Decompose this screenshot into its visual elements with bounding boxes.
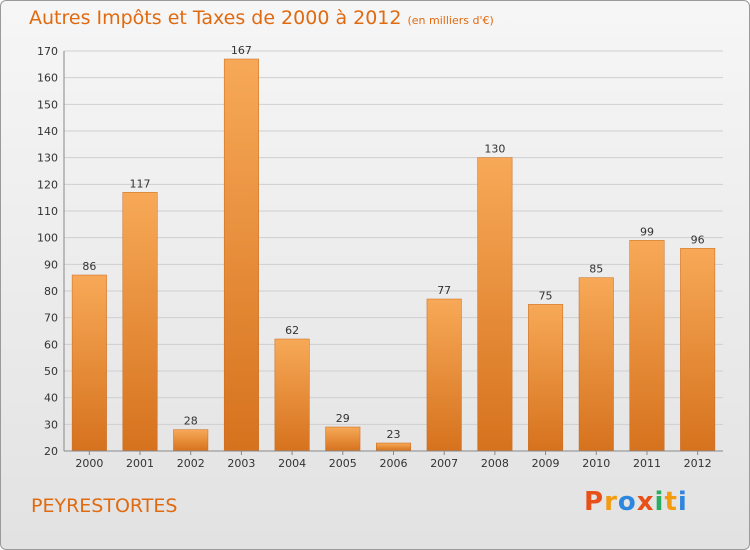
- bar: [173, 429, 209, 452]
- y-tick-label: 90: [44, 258, 58, 271]
- x-tick-label: 2007: [430, 457, 458, 470]
- bar-value-label: 85: [589, 263, 603, 276]
- bar-value-label: 28: [184, 415, 198, 428]
- x-tick-label: 2008: [481, 457, 509, 470]
- x-tick-label: 2006: [380, 457, 408, 470]
- x-tick-label: 2002: [177, 457, 205, 470]
- y-tick-label: 70: [44, 312, 58, 325]
- y-tick-label: 100: [37, 232, 58, 245]
- y-tick-label: 110: [37, 205, 58, 218]
- logo-letter: r: [604, 487, 618, 517]
- logo-letter: x: [636, 487, 655, 517]
- bar-value-label: 23: [387, 428, 401, 441]
- bar-value-label: 99: [640, 225, 654, 238]
- y-tick-label: 170: [37, 45, 58, 58]
- y-tick-label: 40: [44, 392, 58, 405]
- proxiti-logo: Proxiti: [584, 487, 688, 517]
- bar: [325, 426, 361, 452]
- chart-title-block: Autres Impôts et Taxes de 2000 à 2012 (en…: [29, 7, 494, 29]
- y-tick-label: 150: [37, 98, 58, 111]
- bar-value-label: 96: [691, 233, 705, 246]
- bar: [122, 192, 158, 452]
- x-axis: 2000 2001 2002 2003 2004 2005 2006 2007 2008 2009…: [64, 450, 723, 470]
- x-tick-label: 2005: [329, 457, 357, 470]
- y-tick-label: 130: [37, 152, 58, 165]
- bar: [477, 157, 513, 452]
- chart-unit-note: (en milliers d'€): [407, 14, 494, 27]
- y-tick-label: 120: [37, 178, 58, 191]
- bar-value-label: 75: [539, 289, 553, 302]
- x-tick-label: 2000: [75, 457, 103, 470]
- x-tick-label: 2003: [227, 457, 255, 470]
- chart-title: Autres Impôts et Taxes de 2000 à 2012: [29, 7, 402, 29]
- logo-letter: t: [664, 487, 678, 517]
- bar-value-label: 130: [484, 143, 505, 156]
- logo-letter: P: [584, 487, 605, 517]
- bar-value-label: 117: [130, 177, 151, 190]
- x-tick-label: 2009: [532, 457, 560, 470]
- bar: [71, 274, 107, 452]
- bar: [223, 58, 259, 452]
- bar: [274, 338, 310, 452]
- bar-value-label: 29: [336, 412, 350, 425]
- bar: [578, 277, 614, 452]
- bars: 86 117 28 167 62 29 23 77 130 75 85 99 96: [71, 44, 716, 452]
- bar: [629, 240, 665, 452]
- grid-lines: [64, 50, 723, 452]
- x-tick-label: 2001: [126, 457, 154, 470]
- bar: [528, 304, 564, 452]
- y-tick-label: 140: [37, 125, 58, 138]
- logo-letter: o: [617, 487, 637, 517]
- bar: [680, 248, 716, 452]
- bar-value-label: 77: [437, 284, 451, 297]
- logo-letter: i: [654, 487, 665, 517]
- x-tick-label: 2010: [582, 457, 610, 470]
- logo-letter: i: [677, 487, 688, 517]
- bar-value-label: 86: [82, 260, 96, 273]
- x-tick-label: 2011: [633, 457, 661, 470]
- x-tick-label: 2004: [278, 457, 306, 470]
- bar: [376, 442, 411, 452]
- y-tick-label: 30: [44, 418, 58, 431]
- y-axis: 20 30 40 50 60 70 80 90 100 110 120 130 140 150 160 170: [37, 45, 65, 458]
- y-tick-label: 160: [37, 72, 58, 85]
- y-tick-label: 80: [44, 285, 58, 298]
- y-tick-label: 50: [44, 365, 58, 378]
- x-tick-label: 2012: [684, 457, 712, 470]
- bar-value-label: 62: [285, 324, 299, 337]
- commune-name: PEYRESTORTES: [31, 495, 178, 517]
- bar: [426, 298, 462, 452]
- y-tick-label: 20: [44, 445, 58, 458]
- bar-value-label: 167: [231, 44, 252, 57]
- y-tick-label: 60: [44, 338, 58, 351]
